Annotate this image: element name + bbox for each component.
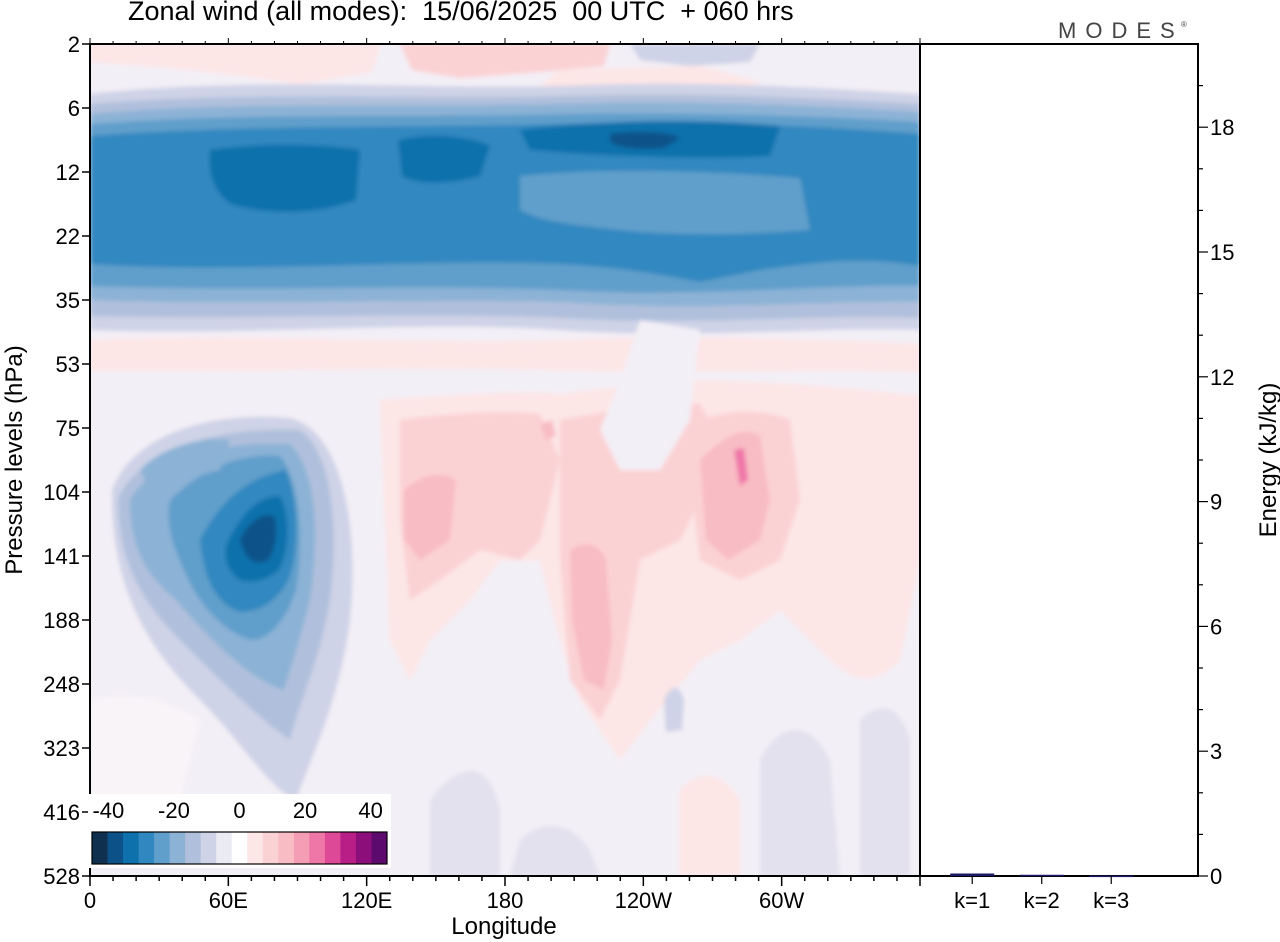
energy-tick-label: 12 [1210,365,1234,390]
colorbar-tick-label: 40 [358,798,382,823]
y-axis-label: Pressure levels (hPa) [1,345,28,574]
x-tick-label: 60E [209,888,248,913]
y-tick-label: 53 [56,352,80,377]
energy-axis-label: Energy (kJ/kg) [1255,383,1280,538]
colorbar-swatch [340,832,357,864]
colorbar-swatch [309,832,326,864]
y-tick-label: 2 [68,32,80,57]
zonal-wind-heatmap [90,44,920,876]
y-tick-label: 22 [56,224,80,249]
colorbar-swatch [200,832,217,864]
y-tick-label: 12 [56,160,80,185]
colorbar-swatch [293,832,310,864]
y-tick-label: 35 [56,288,80,313]
energy-tick-label: 9 [1210,490,1222,515]
energy-tick-label: 3 [1210,739,1222,764]
pressure-axis: 2 6 12 22 35 53 75 104 141 188 248 323 416 528 [43,32,90,889]
x-tick-label: 60W [759,888,804,913]
colorbar-swatch [324,832,341,864]
energy-bar-chart: 0 3 6 9 12 15 18 k=1 k=2 k=3 [950,84,1234,913]
y-tick-label: 528 [43,864,80,889]
energy-tick-label: 0 [1210,864,1222,889]
colorbar-swatch [247,832,264,864]
colorbar-tick-label: -20 [158,798,190,823]
colorbar-swatch [92,832,109,864]
colorbar-swatch [154,832,171,864]
colorbar-tick-label: 0 [233,798,245,823]
longitude-axis: 0 60E 120E 180 120W 60W [84,38,921,913]
x-tick-label: 180 [487,888,524,913]
colorbar-swatch [185,832,202,864]
y-tick-label: 141 [43,544,80,569]
colorbar: -40 -20 0 20 40 [88,794,391,868]
energy-tick-label: 18 [1210,115,1234,140]
energy-bar [950,873,995,876]
brand-logo: MODES [1058,18,1184,43]
x-tick-label: 120W [615,888,673,913]
y-tick-label: 323 [43,736,80,761]
energy-tick-label: 15 [1210,240,1234,265]
y-tick-label: 248 [43,672,80,697]
colorbar-swatch [123,832,140,864]
y-tick-label: 75 [56,416,80,441]
colorbar-swatch [138,832,155,864]
energy-category-label: k=3 [1093,888,1129,913]
energy-bar [1019,874,1064,877]
energy-category-label: k=2 [1024,888,1060,913]
colorbar-swatch [278,832,295,864]
x-axis-label: Longitude [451,913,556,940]
colorbar-swatch [355,832,372,864]
colorbar-swatch [169,832,186,864]
colorbar-tick-label: 20 [293,798,317,823]
x-tick-label: 0 [84,888,96,913]
energy-tick-label: 6 [1210,614,1222,639]
chart-title: Zonal wind (all modes): 15/06/2025 00 UT… [128,0,794,26]
y-tick-label: 6 [68,96,80,121]
colorbar-swatch [371,832,388,864]
energy-panel-frame [919,43,1199,877]
colorbar-swatch [262,832,279,864]
colorbar-tick-label: -40 [92,798,124,823]
y-tick-label: 188 [43,608,80,633]
x-tick-label: 120E [341,888,392,913]
colorbar-swatch [107,832,124,864]
colorbar-swatch [216,832,233,864]
brand-registered-mark: ® [1181,20,1187,29]
energy-category-label: k=1 [954,888,990,913]
y-tick-label: 416 [43,800,80,825]
y-tick-label: 104 [43,480,80,505]
colorbar-frame [91,831,388,865]
colorbar-swatch [231,832,248,864]
